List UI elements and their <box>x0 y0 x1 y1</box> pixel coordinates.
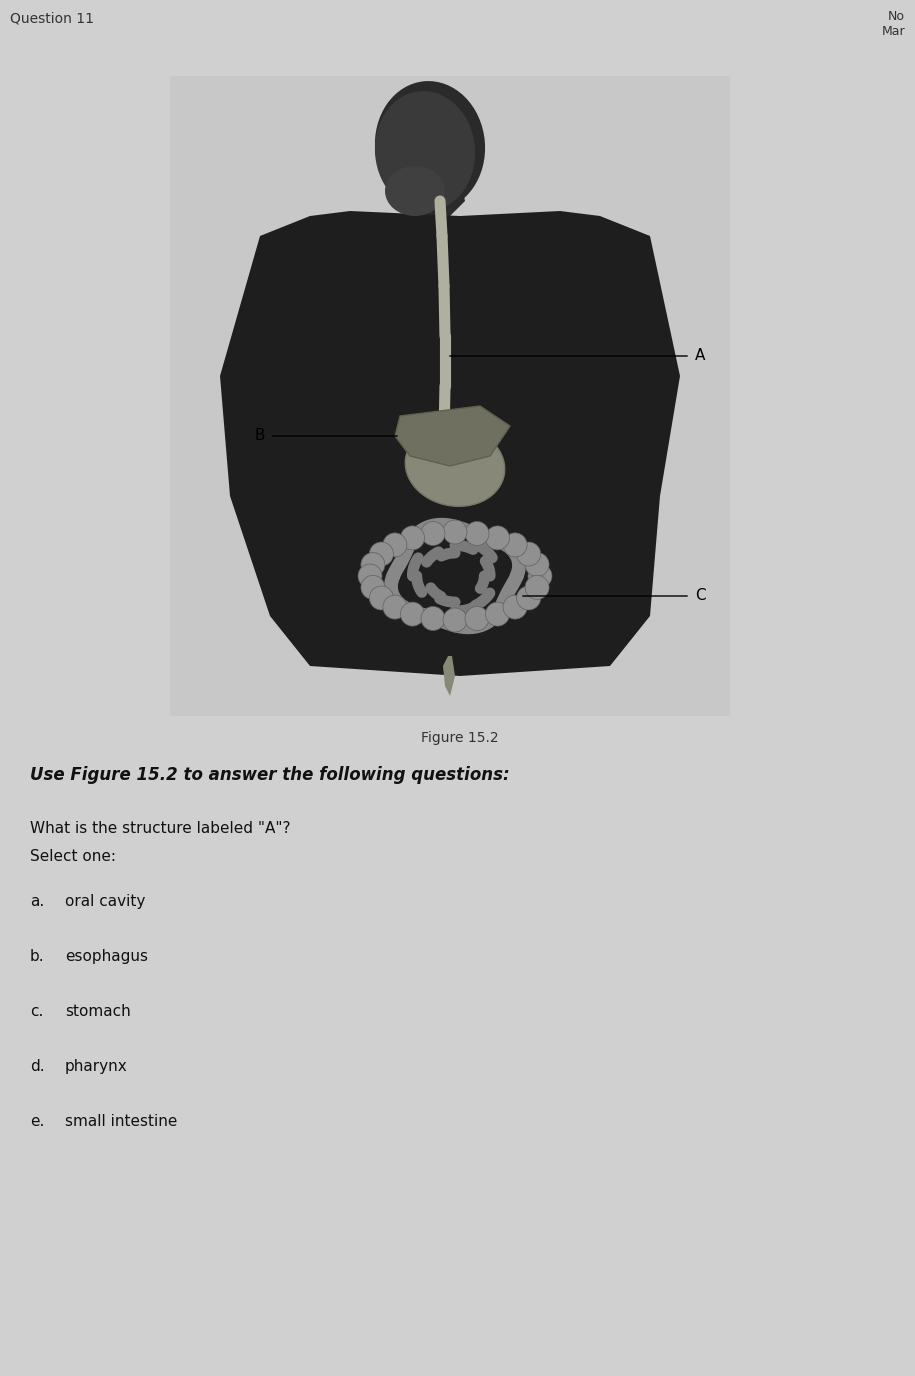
Text: pharynx: pharynx <box>65 1060 128 1075</box>
Text: A: A <box>695 348 705 363</box>
Text: B: B <box>254 428 265 443</box>
Text: What is the structure labeled "A"?: What is the structure labeled "A"? <box>30 821 290 837</box>
Text: Mar: Mar <box>881 25 905 39</box>
Circle shape <box>382 533 407 557</box>
Text: Select one:: Select one: <box>30 849 116 864</box>
Circle shape <box>361 575 385 600</box>
Text: Use Figure 15.2 to answer the following questions:: Use Figure 15.2 to answer the following … <box>30 766 510 784</box>
Circle shape <box>382 594 407 619</box>
Text: stomach: stomach <box>65 1004 131 1020</box>
Circle shape <box>517 586 541 610</box>
Text: oral cavity: oral cavity <box>65 894 145 910</box>
Polygon shape <box>410 176 465 216</box>
Circle shape <box>517 542 541 566</box>
Circle shape <box>443 520 467 544</box>
Polygon shape <box>443 656 455 696</box>
Circle shape <box>486 526 510 550</box>
Ellipse shape <box>375 81 485 211</box>
Polygon shape <box>220 211 680 676</box>
Ellipse shape <box>385 166 445 216</box>
Text: c.: c. <box>30 1004 43 1020</box>
Text: esophagus: esophagus <box>65 949 148 965</box>
Circle shape <box>401 526 425 550</box>
Ellipse shape <box>405 425 505 506</box>
Circle shape <box>503 533 527 557</box>
Circle shape <box>465 607 489 630</box>
Polygon shape <box>395 406 510 466</box>
Circle shape <box>503 594 527 619</box>
Circle shape <box>525 553 549 577</box>
Circle shape <box>370 542 393 566</box>
Circle shape <box>443 608 467 632</box>
Text: d.: d. <box>30 1060 45 1075</box>
Circle shape <box>370 586 393 610</box>
Circle shape <box>465 522 489 545</box>
Text: small intestine: small intestine <box>65 1115 178 1128</box>
Circle shape <box>401 603 425 626</box>
Text: C: C <box>695 589 705 604</box>
Circle shape <box>421 607 445 630</box>
Text: Figure 15.2: Figure 15.2 <box>421 731 499 744</box>
Text: Question 11: Question 11 <box>10 12 94 26</box>
Ellipse shape <box>375 91 475 211</box>
Text: a.: a. <box>30 894 44 910</box>
Circle shape <box>358 564 382 588</box>
Text: e.: e. <box>30 1115 44 1128</box>
Bar <box>170 76 730 716</box>
Circle shape <box>361 553 385 577</box>
Circle shape <box>421 522 445 545</box>
Text: b.: b. <box>30 949 45 965</box>
Circle shape <box>486 603 510 626</box>
Circle shape <box>525 575 549 600</box>
Circle shape <box>528 564 552 588</box>
Text: No: No <box>888 10 905 23</box>
